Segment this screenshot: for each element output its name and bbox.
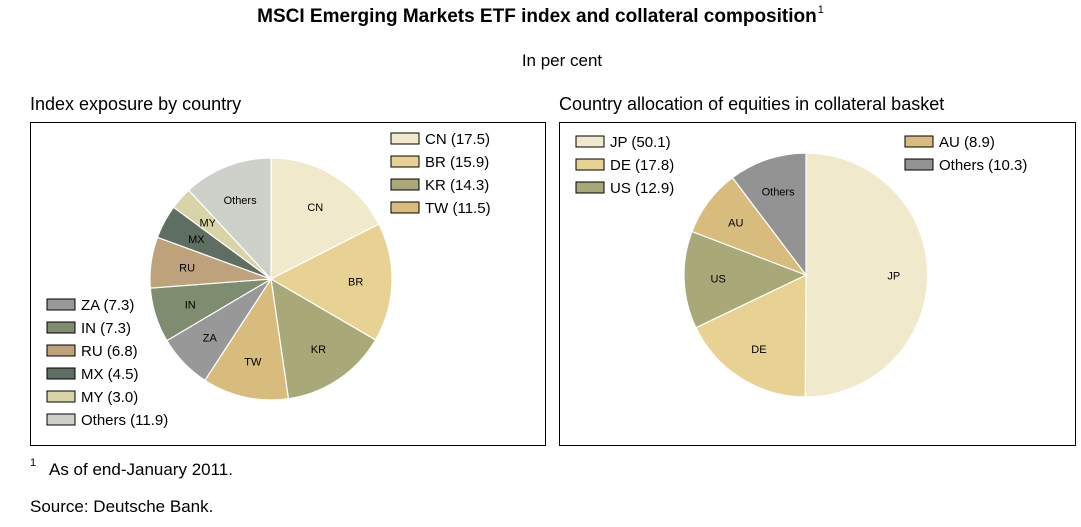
slice-label-de: DE [751, 344, 766, 356]
legend-swatch-de [575, 158, 605, 171]
legend-label-my: MY (3.0) [81, 389, 138, 406]
legend-swatch-kr [390, 178, 420, 191]
pie-slice-kr [270, 277, 377, 400]
legend-swatch-jp [575, 135, 605, 148]
left-panel-title: Index exposure by country [30, 94, 242, 114]
legend-label-au: AU (8.9) [939, 134, 995, 151]
source-note: Source: Deutsche Bank. [30, 497, 214, 516]
legend-label-za: ZA (7.3) [81, 297, 134, 314]
slice-label-us: US [711, 274, 726, 286]
slice-label-ru: RU [179, 262, 195, 274]
legend-swatch-br [390, 155, 420, 168]
pie-slice-cn [270, 157, 380, 280]
right-pie-chart: JP DE US AU Others JP (50.1) DE (17.8) US (12.9… [575, 134, 1027, 398]
legend-swatch-us [575, 181, 605, 194]
legend-swatch-others [46, 413, 76, 426]
legend-label-others: Others (11.9) [81, 412, 168, 429]
slice-label-br: BR [348, 276, 363, 288]
legend-label-cn: CN (17.5) [425, 131, 490, 148]
legend-swatch-others [904, 158, 934, 171]
pie-slice-others [731, 152, 807, 277]
legend-label-br: BR (15.9) [425, 154, 489, 171]
slice-label-mx: MX [188, 234, 205, 246]
legend-swatch-za [46, 298, 76, 311]
legend-label-de: DE (17.8) [610, 157, 674, 174]
legend-swatch-tw [390, 201, 420, 214]
legend-swatch-ru [46, 344, 76, 357]
slice-label-za: ZA [203, 333, 218, 345]
legend-swatch-cn [390, 132, 420, 145]
slice-label-au: AU [728, 217, 743, 229]
legend-swatch-au [904, 135, 934, 148]
legend-swatch-my [46, 390, 76, 403]
legend-label-us: US (12.9) [610, 180, 674, 197]
legend-swatch-in [46, 321, 76, 334]
footnote-text: As of end-January 2011. [49, 460, 233, 479]
pie-slice-tw [204, 277, 290, 401]
legend-swatch-mx [46, 367, 76, 380]
legend-label-ru: RU (6.8) [81, 343, 138, 360]
chart-title: MSCI Emerging Markets ETF index and coll… [0, 4, 1081, 28]
slice-label-tw: TW [244, 357, 262, 369]
footnote-mark: 1 [30, 457, 37, 469]
pie-slice-br [269, 223, 393, 341]
legend-label-kr: KR (14.3) [425, 177, 489, 194]
right-chart-panel: JP DE US AU Others JP (50.1) DE (17.8) US (12.9… [559, 122, 1076, 446]
left-pie-chart: CN BR KR TW ZA IN RU MX MY Others CN (17.5) BR (15.… [46, 131, 491, 429]
slice-label-others: Others [224, 195, 258, 207]
title-footnote-mark: 1 [817, 4, 824, 16]
legend-label-tw: TW (11.5) [425, 200, 491, 217]
left-chart-panel: CN BR KR TW ZA IN RU MX MY Others CN (17.5) BR (15.… [30, 122, 546, 446]
slice-label-my: MY [200, 218, 217, 230]
right-panel-title: Country allocation of equities in collat… [559, 94, 945, 114]
slice-label-cn: CN [307, 202, 323, 214]
slice-label-kr: KR [311, 344, 326, 356]
slice-label-jp: JP [887, 270, 900, 282]
legend-label-in: IN (7.3) [81, 320, 131, 337]
pie-slice-us [683, 230, 808, 329]
slice-label-in: IN [185, 299, 196, 311]
chart-subtitle: In per cent [521, 51, 603, 70]
pie-slice-jp [804, 152, 929, 398]
legend-label-jp: JP (50.1) [610, 134, 671, 151]
chart-title-text: MSCI Emerging Markets ETF index and coll… [257, 6, 817, 27]
slice-label-others: Others [762, 187, 796, 199]
pie-slice-de [695, 274, 807, 398]
legend-label-others: Others (10.3) [939, 157, 1027, 174]
legend-label-mx: MX (4.5) [81, 366, 139, 383]
pie-slice-others [187, 157, 272, 281]
